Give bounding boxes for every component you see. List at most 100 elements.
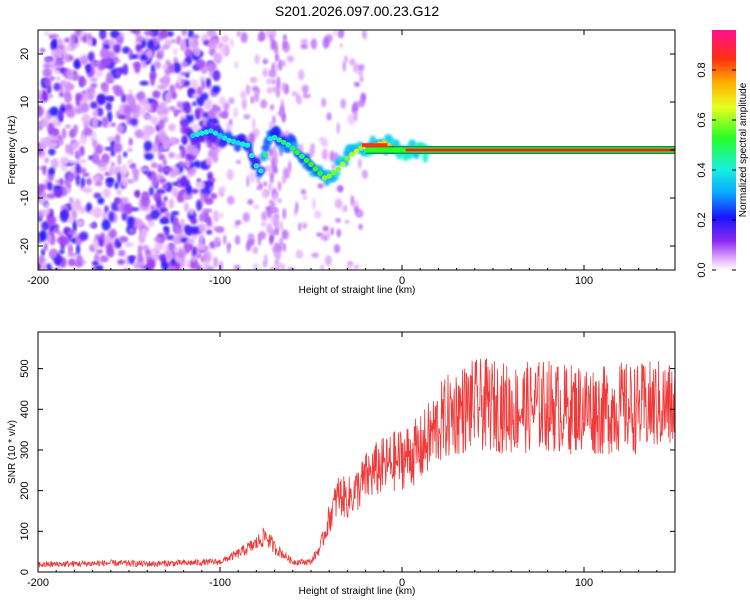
spectral-blob [102,188,111,198]
spectral-blob [193,160,201,169]
ridge-step [361,143,388,148]
spectral-blob [96,60,101,66]
ridge-point [194,131,201,137]
spectral-blob [158,177,167,184]
spectral-blob [128,137,133,146]
spectral-blob [51,48,59,61]
spectral-blob [117,249,126,257]
spectral-blob [130,104,138,114]
spectral-blob [310,38,318,50]
spectral-blob [93,176,100,181]
spectral-blob [181,79,186,84]
snr-y-ticks: 0 100 200 300 400 500 [19,359,675,575]
spectral-blob [170,257,177,266]
spectral-blob [80,177,86,188]
spectral-blob [40,248,46,257]
ridge-point [262,152,269,158]
ridge-point [235,140,241,146]
spectral-blob [254,53,260,65]
spectral-blob [143,140,153,152]
spectral-blob [91,116,99,129]
spectral-blob [317,183,324,189]
spectral-blob [142,125,153,137]
spectral-blob [165,38,172,46]
spectral-blob [180,189,188,194]
spectral-blob [78,159,88,164]
spectral-blob [64,52,70,63]
spectral-blob [61,79,67,86]
spectral-blob [99,255,108,262]
ridge-point [258,168,264,174]
spectral-blob [277,180,282,192]
spectral-blob [269,69,274,77]
spectral-blob [162,139,169,152]
spectral-blob [101,116,109,127]
spectral-blob [324,236,328,242]
spectral-blob [172,62,182,74]
ridge-point [217,133,223,139]
spectral-blob [137,244,142,255]
spectral-blob [213,226,220,232]
spectral-blob [282,34,287,41]
spectral-blob [353,109,358,122]
spectral-blob [134,190,140,198]
spectral-blob [201,79,206,90]
y-tick-label: -20 [19,238,31,254]
spectral-blob [82,186,93,194]
snr-y-label: SNR (10 * v/v) [7,420,18,484]
spectral-blob [83,127,93,136]
spectral-blob [127,97,137,107]
spectral-blob [158,118,165,131]
spectral-blob [63,226,70,234]
spectral-blob [286,55,295,63]
spectral-blob [227,195,235,205]
colorbar-tick-label: 0.8 [696,62,708,77]
spectral-blob [120,176,128,188]
spectral-blob [192,47,200,56]
spectral-blob [145,49,154,59]
spectral-blob [151,101,158,112]
spectral-blob [163,226,169,231]
spectral-blob [180,146,187,159]
spectral-blob [42,91,48,101]
spectral-blob [134,129,144,139]
spectral-blob [333,244,341,254]
spectral-blob [70,202,77,210]
ridge-point [203,129,210,135]
spectral-blob [295,93,300,103]
ridge-point [249,152,255,159]
spectral-blob [151,162,159,169]
colorbar-gradient [712,30,736,270]
ridge-point [212,130,219,136]
spectral-blob [143,30,154,36]
spectral-blob [268,121,273,130]
spectral-blob [95,249,104,254]
spectral-blob [144,114,153,120]
spectral-blob [173,111,179,118]
spectral-blob [123,151,128,158]
spectral-blob [115,198,123,204]
spectral-blob [287,266,296,270]
spectral-blob [272,187,277,195]
spectral-blob [234,235,241,245]
spectral-blob [50,158,59,169]
spectral-blob [43,242,48,252]
spectral-blob [206,229,213,235]
colorbar-label: Normalized spectral amplitude [738,82,749,217]
spectral-blob [101,153,110,165]
spectral-blob [151,175,159,188]
spectral-blob [102,211,107,221]
spectral-blob [185,113,195,123]
spectral-blob [81,113,91,124]
ridge-point [321,175,328,181]
spectral-blob [247,233,255,239]
spectral-blob [150,73,156,86]
spectral-blob [66,109,76,119]
spectral-blob [48,148,56,156]
snr-panel: -200 -100 0 100 0 100 200 300 400 500 Height of … [7,331,676,597]
spectral-blob [42,165,47,176]
spectral-blob [48,167,56,175]
spectral-blob [208,47,216,57]
spectral-blob [342,60,347,72]
spectral-blob [173,216,179,228]
